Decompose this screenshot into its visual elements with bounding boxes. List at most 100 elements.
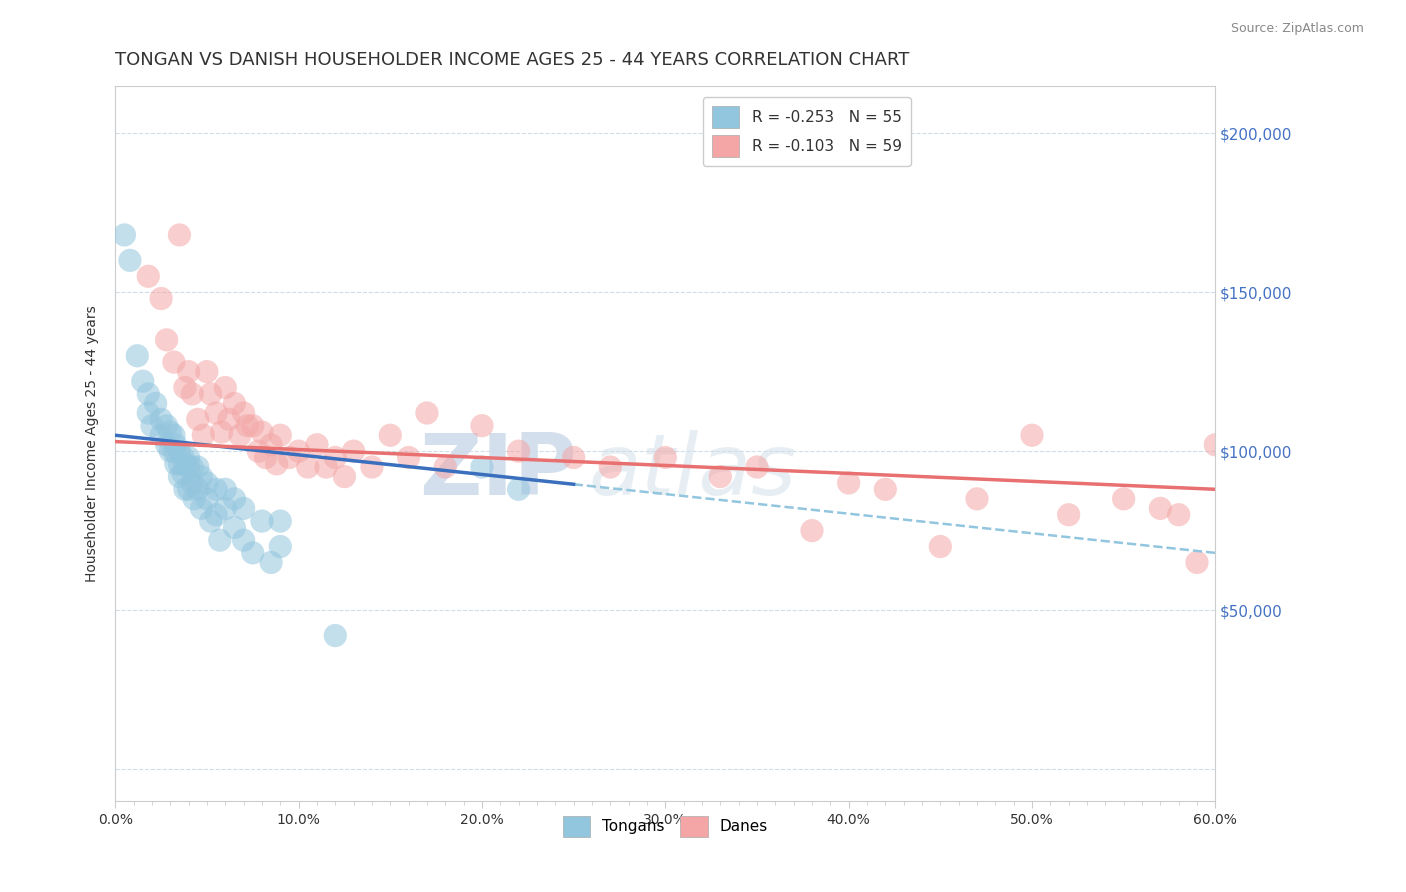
Point: [745, 460, 768, 475]
Point: [181, 460, 204, 475]
Point: [434, 460, 457, 475]
Point: [169, 444, 191, 458]
Text: atlas: atlas: [588, 430, 796, 513]
Point: [172, 450, 194, 465]
Point: [709, 469, 731, 483]
Point: [471, 460, 494, 475]
Point: [163, 444, 186, 458]
Point: [177, 365, 200, 379]
Point: [229, 428, 252, 442]
Point: [966, 491, 988, 506]
Point: [269, 540, 291, 554]
Point: [165, 457, 187, 471]
Point: [132, 374, 155, 388]
Point: [236, 418, 259, 433]
Point: [214, 380, 236, 394]
Point: [214, 483, 236, 497]
Point: [114, 227, 136, 242]
Point: [195, 475, 218, 490]
Point: [169, 469, 191, 483]
Point: [361, 460, 384, 475]
Point: [159, 444, 181, 458]
Point: [200, 514, 222, 528]
Point: [508, 444, 530, 458]
Point: [150, 292, 173, 306]
Point: [416, 406, 439, 420]
Point: [136, 269, 159, 284]
Point: [145, 396, 167, 410]
Point: [242, 546, 264, 560]
Point: [174, 483, 197, 497]
Text: TONGAN VS DANISH HOUSEHOLDER INCOME AGES 25 - 44 YEARS CORRELATION CHART: TONGAN VS DANISH HOUSEHOLDER INCOME AGES…: [115, 51, 910, 69]
Point: [343, 444, 366, 458]
Point: [232, 533, 254, 548]
Point: [127, 349, 149, 363]
Point: [269, 428, 291, 442]
Point: [190, 501, 212, 516]
Point: [187, 412, 209, 426]
Point: [181, 387, 204, 401]
Point: [214, 501, 236, 516]
Point: [297, 460, 319, 475]
Point: [508, 483, 530, 497]
Point: [118, 253, 141, 268]
Point: [174, 457, 197, 471]
Point: [177, 460, 200, 475]
Point: [141, 418, 163, 433]
Point: [136, 406, 159, 420]
Point: [1057, 508, 1080, 522]
Point: [801, 524, 824, 538]
Legend: Tongans, Danes: Tongans, Danes: [557, 809, 775, 843]
Point: [250, 425, 273, 439]
Point: [195, 365, 218, 379]
Point: [205, 508, 228, 522]
Point: [169, 457, 191, 471]
Point: [398, 450, 420, 465]
Point: [333, 469, 356, 483]
Point: [562, 450, 585, 465]
Point: [195, 491, 218, 506]
Point: [875, 483, 897, 497]
Point: [254, 450, 277, 465]
Point: [136, 387, 159, 401]
Point: [155, 438, 177, 452]
Point: [1112, 491, 1135, 506]
Point: [1204, 438, 1226, 452]
Point: [1149, 501, 1171, 516]
Point: [183, 491, 205, 506]
Point: [177, 450, 200, 465]
Point: [177, 483, 200, 497]
Point: [224, 396, 246, 410]
Point: [323, 629, 346, 643]
Point: [929, 540, 952, 554]
Point: [654, 450, 676, 465]
Point: [269, 514, 291, 528]
Point: [266, 457, 288, 471]
Point: [181, 475, 204, 490]
Point: [305, 438, 328, 452]
Point: [250, 514, 273, 528]
Point: [232, 406, 254, 420]
Point: [165, 438, 187, 452]
Point: [187, 460, 209, 475]
Point: [150, 412, 173, 426]
Point: [380, 428, 402, 442]
Point: [1167, 508, 1189, 522]
Point: [155, 418, 177, 433]
Point: [172, 467, 194, 481]
Point: [193, 428, 215, 442]
Point: [169, 227, 191, 242]
Point: [471, 418, 494, 433]
Point: [599, 460, 621, 475]
Point: [174, 380, 197, 394]
Text: Source: ZipAtlas.com: Source: ZipAtlas.com: [1230, 22, 1364, 36]
Point: [232, 501, 254, 516]
Point: [260, 438, 283, 452]
Text: ZIP: ZIP: [419, 430, 578, 513]
Point: [150, 428, 173, 442]
Point: [163, 355, 186, 369]
Point: [278, 450, 301, 465]
Point: [200, 387, 222, 401]
Point: [224, 520, 246, 534]
Point: [155, 333, 177, 347]
